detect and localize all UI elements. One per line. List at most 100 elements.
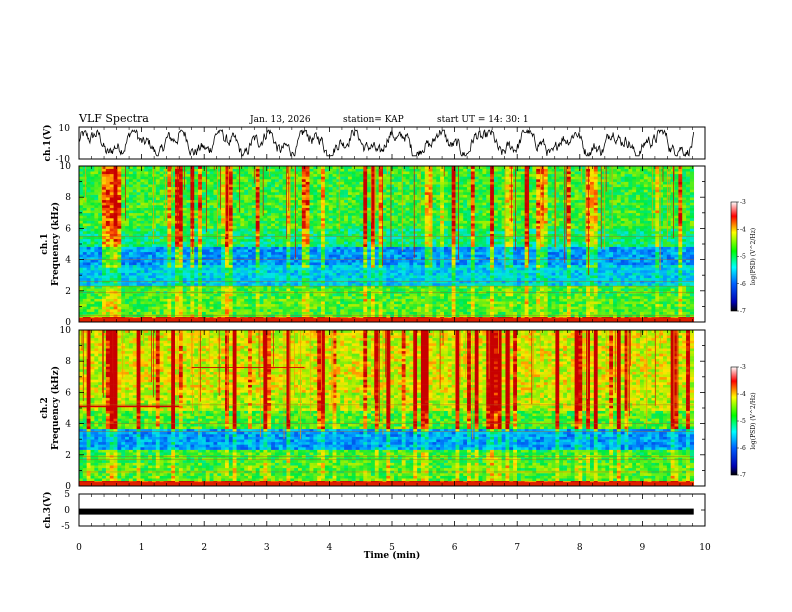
spectrogram-cell — [105, 212, 111, 216]
spectrogram-cell — [148, 259, 153, 263]
spectrogram-cell — [301, 199, 306, 203]
spectrogram-cell — [228, 233, 233, 237]
spectrogram-cell — [94, 241, 99, 245]
spectrogram-cell — [117, 298, 122, 302]
spectrogram-cell — [290, 218, 295, 221]
spectrogram-cell — [317, 181, 322, 185]
spectrogram-cell — [267, 220, 272, 224]
spectrogram-cell — [209, 189, 214, 193]
spectrogram-cell — [148, 257, 153, 260]
spectrogram-cell — [363, 176, 368, 180]
spectrogram-cell — [194, 231, 199, 234]
spectrogram-cell — [378, 231, 383, 234]
spectrogram-cell — [286, 298, 291, 302]
spectrogram-cell — [140, 179, 145, 182]
spectrogram-cell — [82, 301, 87, 305]
spectrogram-cell — [86, 301, 91, 305]
spectrogram-cell — [321, 293, 326, 297]
spectrogram-cell — [190, 306, 195, 310]
spectrogram-cell — [217, 186, 222, 190]
spectrogram-cell — [217, 205, 222, 208]
spectrogram-cell — [301, 176, 306, 180]
spectrogram-cell — [359, 212, 364, 216]
spectrogram-cell — [271, 259, 276, 263]
spectrogram-cell — [290, 225, 295, 229]
spectrogram-cell — [336, 192, 341, 195]
spectrogram-cell — [171, 272, 176, 276]
spectrogram-cell — [221, 285, 226, 289]
spectrogram-cell — [109, 197, 114, 201]
spectrogram-cell — [274, 306, 280, 310]
spectrogram-cell — [347, 205, 353, 208]
spectrogram-cell — [374, 197, 379, 201]
spectrogram-cell — [294, 236, 299, 240]
spectrogram-cell — [324, 285, 330, 289]
spectrogram-cell — [171, 246, 176, 250]
spectrogram-cell — [90, 236, 95, 240]
spectrogram-cell — [213, 264, 218, 268]
spectrogram-cell — [94, 202, 99, 206]
spectrogram-cell — [201, 231, 207, 234]
spectrogram-cell — [194, 220, 199, 224]
spectrogram-cell — [148, 246, 153, 250]
spectrogram-cell — [294, 280, 299, 284]
spectrogram-cell — [82, 231, 87, 234]
spectrogram-cell — [344, 254, 349, 258]
spectrogram-cell — [178, 293, 184, 297]
spectrogram-cell — [274, 194, 280, 198]
spectrogram-cell — [309, 168, 314, 172]
spectrogram-cell — [128, 262, 134, 266]
spectrogram-cell — [94, 280, 99, 284]
spectrogram-cell — [263, 181, 268, 185]
spectrogram-cell — [213, 293, 218, 297]
spectrogram-cell — [240, 184, 245, 188]
spectrogram-cell — [313, 199, 318, 203]
spectrogram-cell — [336, 220, 341, 224]
spectrogram-cell — [340, 223, 345, 227]
spectrogram-cell — [294, 298, 299, 302]
spectrogram-cell — [225, 285, 230, 289]
spectrogram-cell — [163, 272, 168, 276]
spectrogram-cell — [163, 270, 168, 273]
spectrogram-cell — [217, 262, 222, 266]
spectrogram-cell — [255, 171, 260, 175]
spectrogram-cell — [371, 272, 376, 276]
spectrogram-cell — [324, 264, 330, 268]
spectrogram-cell — [347, 238, 353, 242]
spectrogram-cell — [175, 311, 180, 315]
spectrogram-cell — [132, 233, 137, 237]
spectrogram-cell — [113, 194, 118, 198]
spectrogram-cell — [182, 246, 187, 250]
spectrogram-cell — [117, 220, 122, 224]
spectrogram-cell — [198, 202, 203, 206]
spectrogram-cell — [205, 236, 210, 240]
spectrogram-cell — [144, 179, 149, 182]
spectrogram-cell — [109, 223, 114, 227]
spectrogram-cell — [240, 181, 245, 185]
spectrogram-cell — [198, 283, 203, 286]
spectrogram-cell — [236, 277, 241, 281]
spectrogram-cell — [324, 298, 330, 302]
spectrogram-cell — [225, 233, 230, 237]
spectrogram-cell — [109, 236, 114, 240]
spectrogram-cell — [228, 199, 233, 203]
spectrogram-cell — [182, 267, 187, 271]
spectrogram-cell — [167, 238, 172, 242]
spectrogram-cell — [132, 280, 137, 284]
spectrogram-cell — [171, 283, 176, 286]
spectrogram-cell — [201, 186, 207, 190]
spectrogram-cell — [86, 272, 91, 276]
spectrogram-cell — [117, 212, 122, 216]
spectrogram-cell — [263, 311, 268, 315]
spectrogram-cell — [286, 306, 291, 310]
spectrogram-cell — [274, 231, 280, 234]
spectrogram-cell — [271, 202, 276, 206]
spectrogram-cell — [125, 166, 130, 169]
spectrogram-cell — [347, 267, 353, 271]
spectrogram-cell — [274, 241, 280, 245]
spectrogram-cell — [82, 215, 87, 219]
spectrogram-cell — [259, 262, 264, 266]
spectrogram-cell — [109, 199, 114, 203]
spectrogram-cell — [244, 238, 249, 242]
spectrogram-cell — [328, 296, 333, 299]
